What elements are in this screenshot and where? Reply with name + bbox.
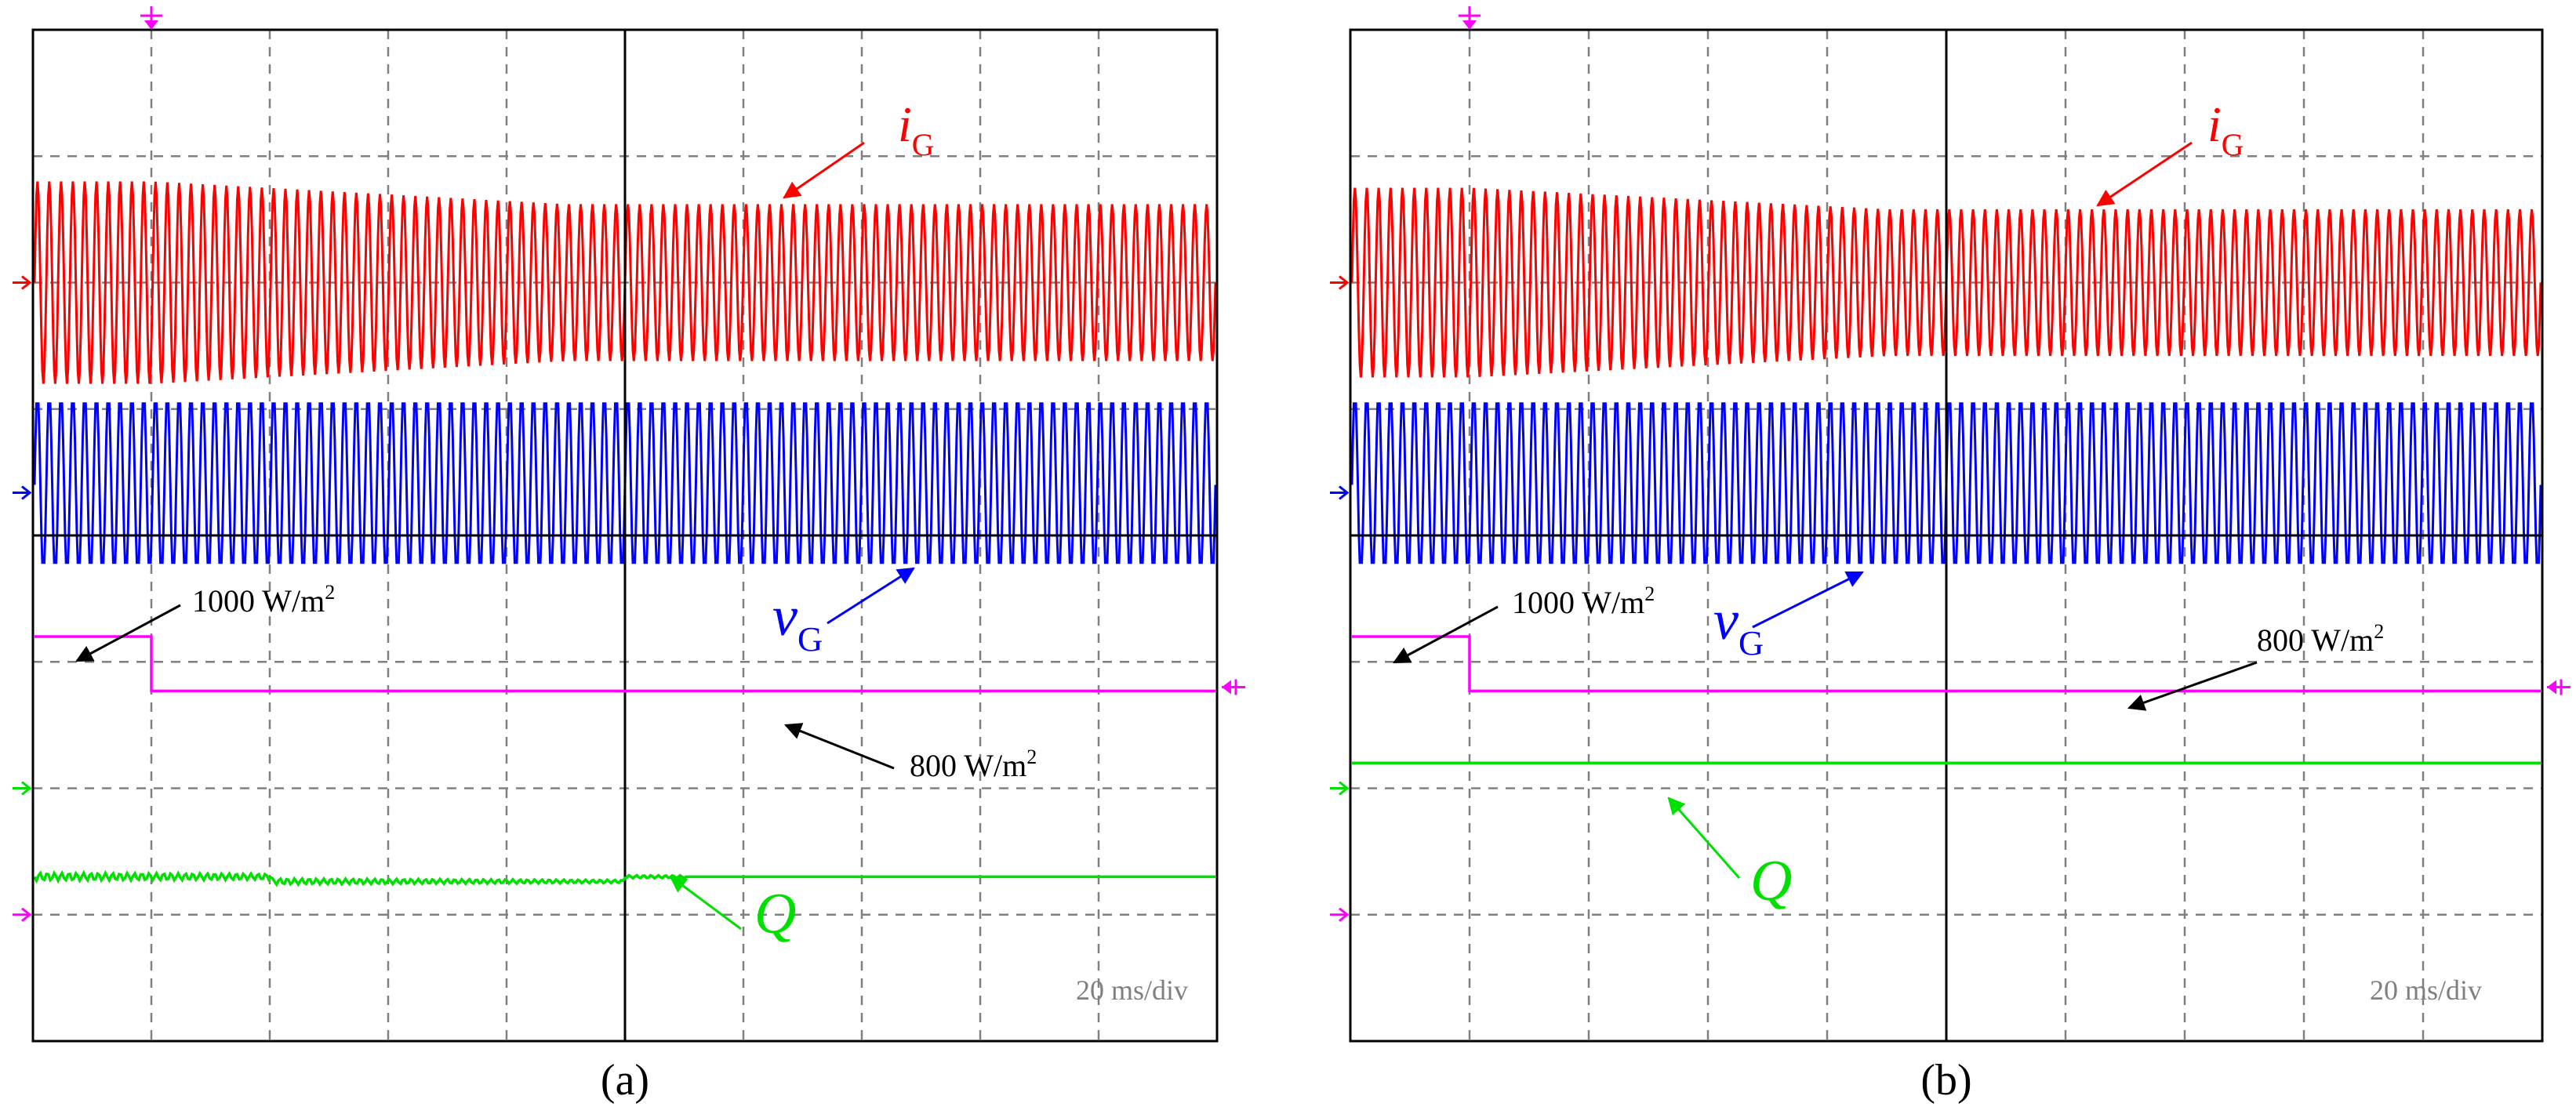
arrow-irradiance-1000 — [75, 604, 181, 662]
time-scale-readout: 20 ms/div — [2370, 974, 2482, 1006]
channel-marker-icon — [13, 485, 32, 500]
channel-marker-icon — [1330, 781, 1350, 796]
arrow-irradiance-1000 — [1393, 605, 1499, 664]
annotations: iG vG 1000 W/m2 800 W/m2 Q 20 ms/div — [75, 96, 1188, 1006]
channel-marker-icon — [13, 275, 32, 290]
channel-marker-icon — [13, 907, 32, 922]
channel-marker-icon — [13, 781, 32, 796]
channel-marker-icon — [1330, 485, 1350, 500]
plot-frame — [1349, 28, 2544, 1043]
arrow-irradiance-800 — [2127, 661, 2258, 711]
trigger-marker-icon — [1459, 6, 1481, 30]
trigger-marker-icon — [140, 6, 162, 30]
irradiance-trace — [1352, 635, 2541, 693]
label-irradiance-800: 800 W/m2 — [2257, 620, 2384, 658]
irradiance-trace — [35, 635, 1215, 693]
label-Q: Q — [754, 882, 796, 946]
label-vG: vG — [772, 585, 823, 659]
arrow-iG — [783, 141, 865, 199]
label-iG: iG — [898, 96, 934, 162]
reactive-power-trace-Q — [33, 869, 1215, 887]
annotations: iG vG 1000 W/m2 800 W/m2 Q 20 ms/div — [1393, 96, 2482, 1006]
scope-panel-b: iG vG 1000 W/m2 800 W/m2 Q 20 ms/div (b) — [1330, 6, 2571, 1105]
trigger-level-marker-icon — [2547, 679, 2571, 695]
channel-marker-icon — [1330, 907, 1350, 922]
label-irradiance-1000: 1000 W/m2 — [1512, 582, 1655, 620]
label-Q: Q — [1750, 849, 1792, 913]
label-vG: vG — [1713, 589, 1764, 662]
arrow-Q — [1667, 796, 1741, 879]
panel-caption: (b) — [1920, 1056, 1971, 1105]
channel-marker-icon — [1330, 275, 1350, 290]
arrow-vG — [1752, 571, 1864, 629]
plot-frame — [31, 28, 1219, 1043]
arrow-iG — [2096, 141, 2193, 207]
label-irradiance-1000: 1000 W/m2 — [192, 581, 335, 619]
time-scale-readout: 20 ms/div — [1076, 974, 1188, 1006]
label-iG: iG — [2207, 96, 2244, 162]
trigger-level-marker-icon — [1222, 679, 1245, 695]
scope-panel-a: iG vG 1000 W/m2 800 W/m2 Q 20 ms/div (a) — [13, 6, 1245, 1105]
arrow-vG — [827, 567, 915, 625]
label-irradiance-800: 800 W/m2 — [910, 746, 1037, 783]
arrow-Q — [669, 875, 742, 931]
arrow-irradiance-800 — [783, 723, 895, 770]
panel-caption: (a) — [601, 1056, 649, 1105]
